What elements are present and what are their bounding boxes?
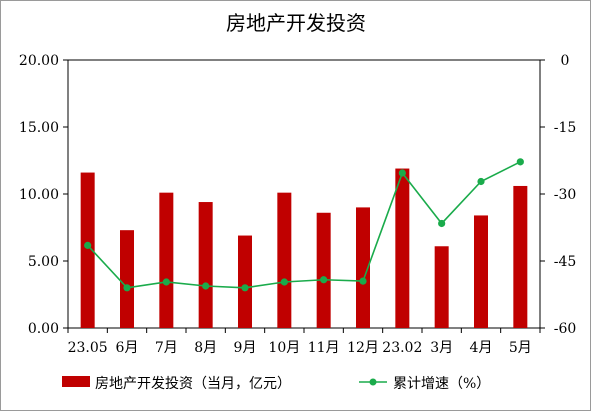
bar bbox=[277, 192, 292, 328]
x-tick-label: 5月 bbox=[509, 340, 532, 356]
bar bbox=[474, 215, 488, 328]
y-axis-left: 0.00 5.00 10.00 15.00 20.00 bbox=[19, 53, 68, 337]
bar bbox=[198, 202, 213, 328]
x-axis: 23.05 6月 7月 8月 9月 10月 11月 12月 23.02 3月 4月 5月 bbox=[67, 328, 541, 356]
y-left-tick-label: 5.00 bbox=[28, 254, 59, 270]
x-tick-label: 10月 bbox=[268, 340, 300, 356]
x-tick-label: 23.05 bbox=[68, 340, 108, 356]
bar bbox=[120, 230, 134, 328]
line-series bbox=[84, 158, 524, 292]
legend-bar-swatch bbox=[62, 376, 90, 387]
line-point bbox=[280, 278, 288, 286]
line-point bbox=[162, 278, 170, 286]
bar bbox=[356, 207, 370, 328]
growth-line bbox=[87, 161, 521, 289]
line-point bbox=[477, 177, 485, 186]
line-point bbox=[438, 219, 446, 228]
x-tick-label: 7月 bbox=[155, 340, 178, 356]
bar bbox=[395, 168, 410, 328]
y-right-tick-label: -30 bbox=[554, 187, 577, 203]
bar bbox=[80, 172, 95, 328]
line-point bbox=[241, 284, 249, 292]
y-right-tick-label: -45 bbox=[554, 254, 577, 270]
x-tick-label: 23.02 bbox=[382, 340, 422, 356]
y-right-tick-label: -15 bbox=[554, 120, 577, 136]
legend-bar-label: 房地产开发投资（当月，亿元） bbox=[95, 376, 291, 392]
y-left-tick-label: 20.00 bbox=[19, 53, 59, 69]
y-axis-right: -60 -45 -30 -15 0 bbox=[540, 53, 576, 337]
bar bbox=[238, 235, 252, 328]
x-tick-label: 12月 bbox=[347, 340, 379, 356]
line-point bbox=[516, 158, 524, 166]
legend-line-label: 累计增速（%） bbox=[393, 376, 490, 392]
line-point bbox=[359, 277, 367, 285]
y-left-tick-label: 15.00 bbox=[19, 120, 59, 136]
x-tick-label: 3月 bbox=[430, 340, 453, 356]
bar bbox=[434, 246, 449, 328]
line-point bbox=[84, 241, 92, 249]
y-right-tick-label: -60 bbox=[554, 321, 577, 337]
x-tick-label: 4月 bbox=[470, 340, 493, 356]
bar bbox=[316, 212, 331, 328]
line-point bbox=[320, 276, 328, 284]
line-point bbox=[202, 282, 210, 290]
line-point bbox=[123, 284, 131, 292]
legend-line-marker bbox=[369, 378, 377, 386]
legend: 房地产开发投资（当月，亿元） 累计增速（%） bbox=[62, 376, 490, 392]
bar-series bbox=[80, 168, 528, 328]
line-point bbox=[398, 169, 406, 177]
x-tick-label: 11月 bbox=[308, 340, 340, 356]
x-tick-label: 6月 bbox=[116, 340, 139, 356]
bar bbox=[513, 185, 528, 328]
x-tick-label: 9月 bbox=[234, 340, 257, 356]
bar bbox=[159, 192, 174, 328]
chart-title: 房地产开发投资 bbox=[226, 11, 366, 35]
y-left-tick-label: 10.00 bbox=[19, 187, 59, 203]
y-right-tick-label: 0 bbox=[561, 53, 570, 69]
y-left-tick-label: 0.00 bbox=[28, 321, 59, 337]
x-tick-label: 8月 bbox=[194, 340, 217, 356]
